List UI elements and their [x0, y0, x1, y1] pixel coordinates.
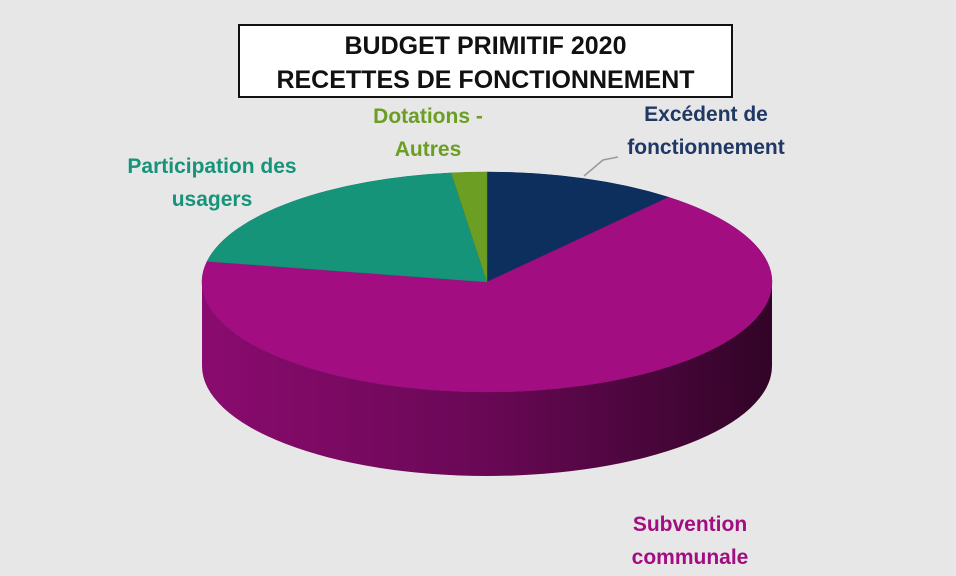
- chart-title: BUDGET PRIMITIF 2020: [344, 32, 627, 60]
- slice: [486, 171, 670, 283]
- slice-top: [201, 196, 773, 393]
- data-label: Excédent de fonctionnement: [627, 103, 785, 159]
- slice: [206, 172, 488, 283]
- slice-side: [202, 282, 772, 476]
- chart-title: RECETTES DE FONCTIONNEMENT: [276, 66, 695, 94]
- slice-top: [206, 172, 488, 283]
- slice: [450, 171, 488, 283]
- data-label: Subvention communale: [631, 513, 749, 569]
- title-box: BUDGET PRIMITIF 2020 RECETTES DE FONCTIO…: [238, 24, 733, 98]
- leader-line: [583, 156, 619, 177]
- slice-top: [486, 171, 670, 283]
- data-label: Dotations - Autres: [373, 105, 483, 161]
- slice: [201, 196, 773, 476]
- slice-top: [450, 171, 488, 283]
- data-label: Participation des usagers: [127, 155, 297, 211]
